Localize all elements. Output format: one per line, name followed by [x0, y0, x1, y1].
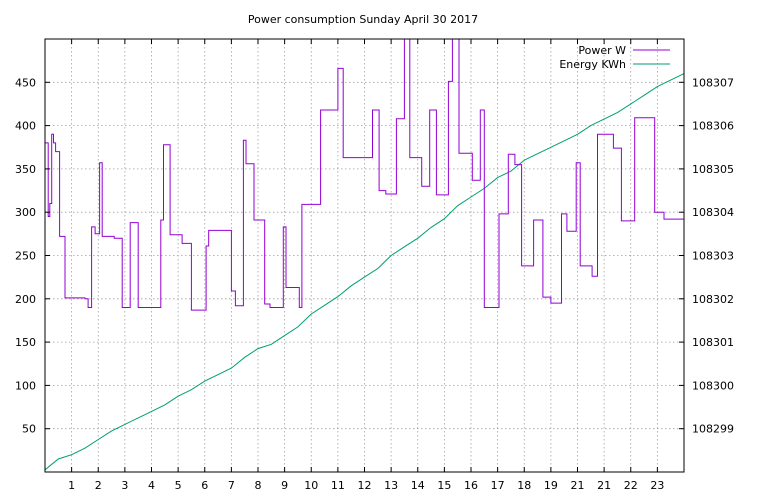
y2-tick-label: 108305 [692, 163, 734, 176]
axis-ticks: 1 2 3 4 5 6 7 8 9 10 11 12 13 14 15 16 17 18 19 21 21 22 23501… [15, 39, 734, 492]
y2-tick-label: 108300 [692, 379, 734, 392]
y-tick-label: 250 [15, 250, 36, 263]
y-tick-label: 200 [15, 293, 36, 306]
x-tick-label: 19 [544, 479, 558, 492]
x-tick-label: 9 [281, 479, 288, 492]
y-tick-label: 400 [15, 120, 36, 133]
y2-tick-label: 108302 [692, 293, 734, 306]
x-tick-label: 17 [491, 479, 505, 492]
x-tick-label: 21 [597, 479, 611, 492]
grid-lines [45, 39, 684, 472]
x-tick-label: 23 [650, 479, 664, 492]
y-tick-label: 50 [22, 423, 36, 436]
x-tick-label: 1 [68, 479, 75, 492]
y2-tick-label: 108301 [692, 336, 734, 349]
x-tick-label: 15 [437, 479, 451, 492]
x-tick-label: 5 [175, 479, 182, 492]
x-tick-label: 18 [517, 479, 531, 492]
y2-tick-label: 108306 [692, 120, 734, 133]
chart-title: Power consumption Sunday April 30 2017 [248, 13, 478, 26]
energy-series-group [44, 73, 685, 471]
y-tick-label: 300 [15, 206, 36, 219]
y-tick-label: 350 [15, 163, 36, 176]
x-tick-label: 11 [331, 479, 345, 492]
x-tick-label: 13 [384, 479, 398, 492]
x-tick-label: 8 [255, 479, 262, 492]
x-tick-label: 16 [464, 479, 478, 492]
x-tick-label: 12 [358, 479, 372, 492]
x-tick-label: 14 [411, 479, 425, 492]
x-tick-label: 4 [148, 479, 155, 492]
power-series-line [45, 38, 684, 311]
legend-label: Power W [578, 44, 626, 57]
power-series-group [45, 38, 684, 311]
x-tick-label: 22 [624, 479, 638, 492]
y-tick-label: 150 [15, 336, 36, 349]
x-tick-label: 7 [228, 479, 235, 492]
y2-tick-label: 108307 [692, 76, 734, 89]
x-tick-label: 21 [571, 479, 585, 492]
y2-tick-label: 108299 [692, 423, 734, 436]
y-tick-label: 450 [15, 76, 36, 89]
legend-label: Energy KWh [559, 58, 626, 71]
x-tick-label: 3 [121, 479, 128, 492]
y2-tick-label: 108304 [692, 206, 734, 219]
x-tick-label: 2 [95, 479, 102, 492]
y2-tick-label: 108303 [692, 250, 734, 263]
energy-series-line [44, 73, 685, 471]
x-tick-label: 6 [201, 479, 208, 492]
x-tick-label: 10 [304, 479, 318, 492]
y-tick-label: 100 [15, 379, 36, 392]
